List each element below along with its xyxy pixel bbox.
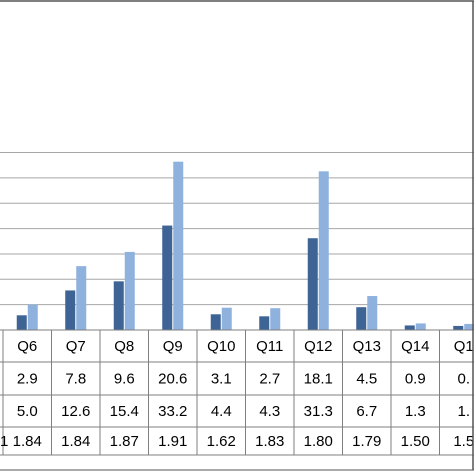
ratio-value-label: 1.84 [61,433,90,450]
category-label: Q9 [163,338,183,355]
ratio-value-label: 1.50 [401,433,430,450]
bar-Q8-series2 [124,251,135,330]
data-table: Q6 Q7 Q8 Q9 Q10 Q11 Q12 Q13 Q14 Q1 2.9 7.8 9.6 20.6 3.… [0,329,474,456]
bar-Q7-series1 [65,290,76,330]
series1-value-label: 20.6 [158,371,187,388]
category-label: Q6 [17,338,37,355]
category-label: Q13 [353,338,381,355]
series1-value-label: 4.5 [356,371,377,388]
bar-Q14-series1 [404,325,415,330]
series2-value-label: 33.2 [158,403,187,420]
category-label: Q8 [114,338,134,355]
bar-Q6-series1 [16,315,27,330]
bar-Q6-series2 [27,304,38,330]
series1-value-label: 7.8 [65,371,86,388]
category-label: Q1 [454,338,474,355]
ratio-value-label: 1.80 [304,433,333,450]
bar-Q14-series2 [415,323,426,330]
bar-Q11-series1 [259,316,270,330]
bars [16,161,474,330]
bar-Q13-series1 [356,307,367,330]
series1-value-label: 0. [457,371,470,388]
series1-value-label: 0.9 [405,371,426,388]
series2-value-label: 4.3 [259,403,280,420]
series2-value-label: 1. [457,403,470,420]
bar-Q8-series1 [113,281,124,330]
bar-Q12-series1 [307,238,318,330]
bar-Q9-series2 [173,161,184,330]
ratio-value-label: 1.62 [207,433,236,450]
ratio-value-label: 1.79 [352,433,381,450]
ratio-value-label: 1.87 [110,433,139,450]
series1-value-label: 2.9 [17,371,38,388]
ratio-value-label: 1.84 [13,433,42,450]
series2-value-label: 12.6 [61,403,90,420]
bar-Q1-series1 [453,325,464,330]
series1-value-label: 9.6 [114,371,135,388]
bar-Q1-series2 [464,323,474,330]
gridlines [0,152,474,306]
series2-value-label: 1.3 [405,403,426,420]
partial-left-label: 1 [0,433,8,450]
series2-value-label: 6.7 [356,403,377,420]
bar-Q9-series1 [162,225,173,330]
bar-Q10-series1 [210,314,221,330]
category-label: Q7 [66,338,86,355]
bar-Q11-series2 [270,308,281,330]
series2-value-label: 15.4 [110,403,139,420]
ratio-value-label: 1.5 [453,433,474,450]
series2-value-label: 4.4 [211,403,232,420]
bar-Q7-series2 [76,266,87,330]
ratio-value-label: 1.91 [158,433,187,450]
bar-Q13-series2 [367,296,378,330]
bar-Q12-series2 [318,171,329,330]
series2-value-label: 5.0 [17,403,38,420]
category-label: Q14 [401,338,429,355]
category-label: Q12 [304,338,332,355]
series1-value-label: 18.1 [304,371,333,388]
series1-value-label: 2.7 [259,371,280,388]
series1-value-label: 3.1 [211,371,232,388]
ratio-value-label: 1.83 [255,433,284,450]
category-label: Q11 [256,338,283,355]
bar-Q10-series2 [221,307,232,330]
category-label: Q10 [207,338,235,355]
series2-value-label: 31.3 [304,403,333,420]
